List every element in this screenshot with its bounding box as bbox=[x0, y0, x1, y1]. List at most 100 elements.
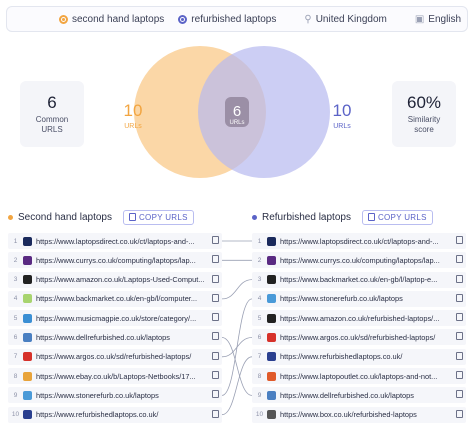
rank-number: 5 bbox=[13, 314, 18, 322]
right-url-row[interactable]: 6 https://www.argos.co.uk/sd/refurbished-… bbox=[252, 329, 466, 346]
venn-left-count: 10 bbox=[124, 101, 143, 120]
keyword-2-label: refurbished laptops bbox=[191, 13, 277, 25]
copy-url-icon[interactable] bbox=[208, 390, 222, 400]
musicmagpie-favicon-icon bbox=[23, 313, 32, 323]
right-url-row[interactable]: 8 https://www.laptopoutlet.co.uk/laptops-… bbox=[252, 368, 466, 385]
url-link[interactable]: https://www.refurbishedlaptops.co.uk/ bbox=[280, 352, 403, 362]
left-url-row[interactable]: 9 https://www.stonerefurb.co.uk/laptops bbox=[8, 387, 222, 404]
url-link[interactable]: https://www.amazon.co.uk/Laptops-Used-Co… bbox=[36, 275, 205, 285]
url-link[interactable]: https://www.currys.co.uk/computing/lapto… bbox=[280, 255, 440, 265]
left-url-row[interactable]: 1 https://www.laptopsdirect.co.uk/ct/lapt… bbox=[8, 233, 222, 249]
language-chip[interactable]: ▣ English bbox=[415, 14, 461, 25]
copy-url-icon[interactable] bbox=[452, 294, 466, 304]
right-url-row[interactable]: 10 https://www.box.co.uk/refurbished-lapt… bbox=[252, 406, 466, 423]
url-link[interactable]: https://www.backmarket.co.uk/en-gb/l/lap… bbox=[280, 275, 438, 285]
url-link[interactable]: https://www.amazon.co.uk/refurbished-lap… bbox=[280, 313, 440, 323]
location-label: United Kingdom bbox=[315, 13, 387, 25]
copy-url-icon[interactable] bbox=[452, 410, 466, 420]
left-url-row[interactable]: 4 https://www.backmarket.co.uk/en-gb/l/co… bbox=[8, 290, 222, 307]
copy-url-icon[interactable] bbox=[452, 313, 466, 323]
url-link[interactable]: https://www.laptopsdirect.co.uk/ct/lapto… bbox=[280, 236, 439, 246]
copy-url-icon[interactable] bbox=[452, 332, 466, 342]
argos-favicon-icon bbox=[267, 332, 276, 342]
url-link[interactable]: https://www.currys.co.uk/computing/lapto… bbox=[36, 255, 196, 265]
rank-number: 1 bbox=[257, 237, 262, 245]
right-url-row[interactable]: 9 https://www.dellrefurbished.co.uk/lapto… bbox=[252, 387, 466, 404]
right-url-row[interactable]: 3 https://www.backmarket.co.uk/en-gb/l/la… bbox=[252, 271, 466, 288]
url-link[interactable]: https://www.musicmagpie.co.uk/store/cate… bbox=[36, 313, 197, 323]
copy-url-icon[interactable] bbox=[452, 275, 466, 285]
location-chip[interactable]: ⚲ United Kingdom bbox=[304, 14, 386, 25]
left-url-row[interactable]: 5 https://www.musicmagpie.co.uk/store/cat… bbox=[8, 310, 222, 327]
right-copy-urls-button[interactable]: COPY URLS bbox=[361, 209, 433, 225]
dell-favicon-icon bbox=[267, 390, 276, 400]
url-link[interactable]: https://www.dellrefurbished.co.uk/laptop… bbox=[36, 332, 170, 342]
rank-number: 8 bbox=[257, 372, 262, 380]
copy-url-icon[interactable] bbox=[208, 275, 222, 285]
right-url-row[interactable]: 2 https://www.currys.co.uk/computing/lapt… bbox=[252, 252, 466, 269]
venn-left-label: URLs bbox=[124, 123, 142, 130]
copy-url-icon[interactable] bbox=[452, 236, 466, 246]
common-urls-label: Common URLS bbox=[35, 115, 69, 134]
copy-icon bbox=[367, 213, 375, 221]
language-label: English bbox=[428, 13, 462, 25]
url-link[interactable]: https://www.laptopsdirect.co.uk/ct/lapto… bbox=[36, 236, 195, 246]
venn-right-label: URLs bbox=[333, 123, 351, 130]
url-link[interactable]: https://www.stonerefurb.co.uk/laptops bbox=[280, 294, 403, 304]
common-urls-value: 6 bbox=[47, 93, 57, 112]
rank-number: 4 bbox=[13, 295, 18, 303]
copy-url-icon[interactable] bbox=[208, 410, 222, 420]
right-url-row[interactable]: 7 https://www.refurbishedlaptops.co.uk/ bbox=[252, 348, 466, 365]
copy-url-icon[interactable] bbox=[452, 352, 466, 362]
copy-url-icon[interactable] bbox=[208, 332, 222, 342]
keyword-chip-2[interactable]: refurbished laptops bbox=[178, 14, 276, 25]
keyword-chip-1[interactable]: second hand laptops bbox=[59, 14, 164, 25]
copy-url-icon[interactable] bbox=[452, 390, 466, 400]
copy-icon bbox=[128, 213, 136, 221]
url-link[interactable]: https://www.refurbishedlaptops.co.uk/ bbox=[36, 410, 159, 420]
copy-url-icon[interactable] bbox=[208, 352, 222, 362]
copy-url-icon[interactable] bbox=[452, 255, 466, 265]
left-column-header: Second hand laptops COPY URLS bbox=[8, 209, 194, 225]
left-url-row[interactable]: 2 https://www.currys.co.uk/computing/lapt… bbox=[8, 252, 222, 269]
left-url-row[interactable]: 10 https://www.refurbishedlaptops.co.uk/ bbox=[8, 406, 222, 423]
rank-number: 10 bbox=[11, 411, 20, 419]
left-copy-urls-button[interactable]: COPY URLS bbox=[122, 209, 194, 225]
rank-number: 9 bbox=[13, 391, 18, 399]
right-url-row[interactable]: 5 https://www.amazon.co.uk/refurbished-la… bbox=[252, 310, 466, 327]
url-link[interactable]: https://www.argos.co.uk/sd/refurbished-l… bbox=[36, 352, 192, 362]
right-url-row[interactable]: 1 https://www.laptopsdirect.co.uk/ct/lapt… bbox=[252, 233, 466, 249]
copy-url-icon[interactable] bbox=[208, 236, 222, 246]
laptopsdirect-favicon-icon bbox=[267, 236, 276, 246]
stonerefurb-favicon-icon bbox=[23, 390, 32, 400]
copy-url-icon[interactable] bbox=[208, 294, 222, 304]
right-url-list: 1 https://www.laptopsdirect.co.uk/ct/lapt… bbox=[252, 233, 466, 426]
copy-url-icon[interactable] bbox=[452, 371, 466, 381]
left-url-row[interactable]: 3 https://www.amazon.co.uk/Laptops-Used-C… bbox=[8, 271, 222, 288]
rank-number: 7 bbox=[257, 353, 262, 361]
copy-url-icon[interactable] bbox=[208, 371, 222, 381]
refurbishedlaptops-favicon-icon bbox=[23, 410, 32, 420]
url-link[interactable]: https://www.stonerefurb.co.uk/laptops bbox=[36, 390, 159, 400]
copy-urls-label: COPY URLS bbox=[138, 212, 188, 222]
rank-number: 1 bbox=[13, 237, 18, 245]
url-link[interactable]: https://www.laptopoutlet.co.uk/laptops-a… bbox=[280, 371, 438, 381]
url-link[interactable]: https://www.box.co.uk/refurbished-laptop… bbox=[280, 410, 417, 420]
url-link[interactable]: https://www.backmarket.co.uk/en-gb/l/com… bbox=[36, 294, 198, 304]
connector-line bbox=[221, 337, 253, 396]
left-url-row[interactable]: 7 https://www.argos.co.uk/sd/refurbished-… bbox=[8, 348, 222, 365]
copy-url-icon[interactable] bbox=[208, 255, 222, 265]
refurbishedlaptops-favicon-icon bbox=[267, 352, 276, 362]
url-link[interactable]: https://www.dellrefurbished.co.uk/laptop… bbox=[280, 390, 414, 400]
venn-right-count: 10 bbox=[333, 101, 352, 120]
box-favicon-icon bbox=[267, 410, 276, 420]
keyword-1-label: second hand laptops bbox=[72, 13, 165, 25]
connector-line bbox=[221, 337, 253, 358]
filter-bar: second hand laptops refurbished laptops … bbox=[6, 6, 468, 32]
url-link[interactable]: https://www.ebay.co.uk/b/Laptops-Netbook… bbox=[36, 371, 196, 381]
url-link[interactable]: https://www.argos.co.uk/sd/refurbished-l… bbox=[280, 332, 436, 342]
left-url-row[interactable]: 6 https://www.dellrefurbished.co.uk/lapto… bbox=[8, 329, 222, 346]
left-url-row[interactable]: 8 https://www.ebay.co.uk/b/Laptops-Netboo… bbox=[8, 368, 222, 385]
right-url-row[interactable]: 4 https://www.stonerefurb.co.uk/laptops bbox=[252, 290, 466, 307]
copy-url-icon[interactable] bbox=[208, 313, 222, 323]
